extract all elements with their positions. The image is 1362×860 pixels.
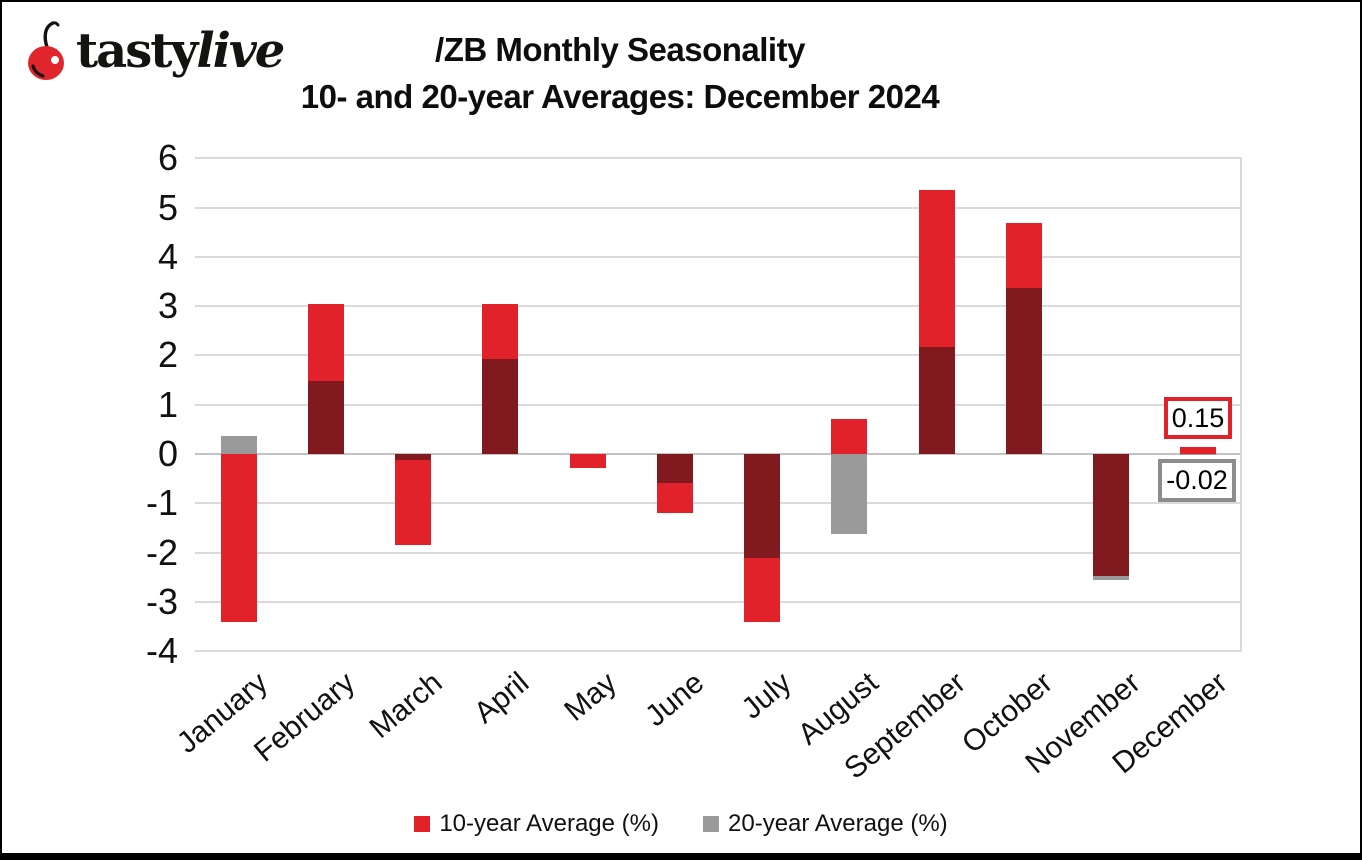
legend: 10-year Average (%) 20-year Average (%): [2, 810, 1360, 838]
chart-title: /ZB Monthly Seasonality 10- and 20-year …: [2, 26, 1238, 120]
gridline: [195, 206, 1242, 209]
bar-overlap-september: [918, 347, 955, 454]
bar-10yr-july: [744, 558, 781, 623]
logo-text-tasty: tasty: [76, 23, 198, 79]
gridline: [195, 551, 1242, 554]
chart-title-line2: 10- and 20-year Averages: December 2024: [300, 78, 940, 115]
x-axis-label-march: March: [363, 666, 449, 745]
gridline: [195, 157, 1242, 160]
legend-marker-red: [414, 816, 431, 832]
bar-10yr-february: [307, 303, 344, 382]
data-label-december-20yr: -0.02: [1158, 459, 1236, 502]
y-axis-tick-label: -4: [145, 630, 178, 672]
x-axis-label-june: June: [639, 666, 711, 734]
bar-overlap-november: [1093, 454, 1130, 577]
bar-10yr-june: [656, 483, 693, 514]
y-axis-tick-label: 3: [157, 285, 178, 327]
y-axis-tick-label: 1: [157, 383, 178, 425]
bar-20yr-december: [1180, 454, 1217, 455]
y-axis-tick-label: -2: [145, 531, 178, 573]
legend-label: 20-year Average (%): [728, 810, 948, 837]
bar-20yr-august: [831, 454, 868, 534]
x-axis-label-may: May: [558, 666, 623, 728]
y-axis-tick-label: 2: [157, 334, 178, 376]
tastylive-logo: tastylive: [24, 20, 285, 82]
data-label-december-10yr: 0.15: [1164, 397, 1232, 439]
gridline: [195, 650, 1242, 653]
bar-overlap-march: [395, 454, 432, 460]
y-axis-tick-label: 0: [157, 433, 178, 474]
y-axis-tick-label: 5: [157, 186, 178, 228]
legend-marker-gray: [703, 816, 719, 832]
gridline: [195, 354, 1242, 357]
bar-10yr-august: [831, 418, 868, 454]
legend-item: 10-year Average (%): [414, 810, 659, 838]
y-axis-tick-label: -3: [145, 580, 178, 622]
x-axis-label-april: April: [468, 666, 536, 730]
bar-overlap-june: [656, 454, 693, 484]
gridline: [195, 600, 1242, 603]
legend-label: 10-year Average (%): [439, 810, 659, 837]
bar-overlap-october: [1005, 288, 1042, 454]
bar-20yr-november: [1093, 576, 1130, 580]
bar-overlap-april: [482, 358, 519, 454]
bar-20yr-january: [220, 436, 257, 454]
bar-10yr-april: [482, 303, 519, 359]
gridline: [195, 305, 1242, 308]
cherry-icon: [28, 21, 64, 80]
bar-10yr-january: [220, 454, 257, 622]
legend-item: 20-year Average (%): [703, 810, 948, 838]
bar-overlap-july: [744, 454, 781, 559]
zero-gridline: [195, 453, 1242, 455]
bar-overlap-february: [307, 381, 344, 454]
logo-text-live: live: [196, 23, 285, 79]
plot-right-border: [1240, 158, 1242, 652]
y-axis-tick-label: -1: [145, 482, 178, 524]
bar-10yr-september: [918, 190, 955, 347]
chart-title-line1: /ZB Monthly Seasonality: [435, 31, 805, 68]
bar-10yr-october: [1005, 223, 1042, 289]
x-axis-label-july: July: [735, 666, 798, 726]
gridline: [195, 502, 1242, 505]
gridline: [195, 403, 1242, 406]
bar-10yr-may: [569, 454, 606, 469]
bar-10yr-march: [395, 459, 432, 545]
y-axis-tick-label: 6: [157, 137, 178, 179]
gridline: [195, 255, 1242, 258]
bar-10yr-december: [1180, 446, 1217, 454]
y-axis-tick-label: 4: [157, 235, 178, 277]
logo-wordmark: tastylive: [76, 21, 285, 81]
